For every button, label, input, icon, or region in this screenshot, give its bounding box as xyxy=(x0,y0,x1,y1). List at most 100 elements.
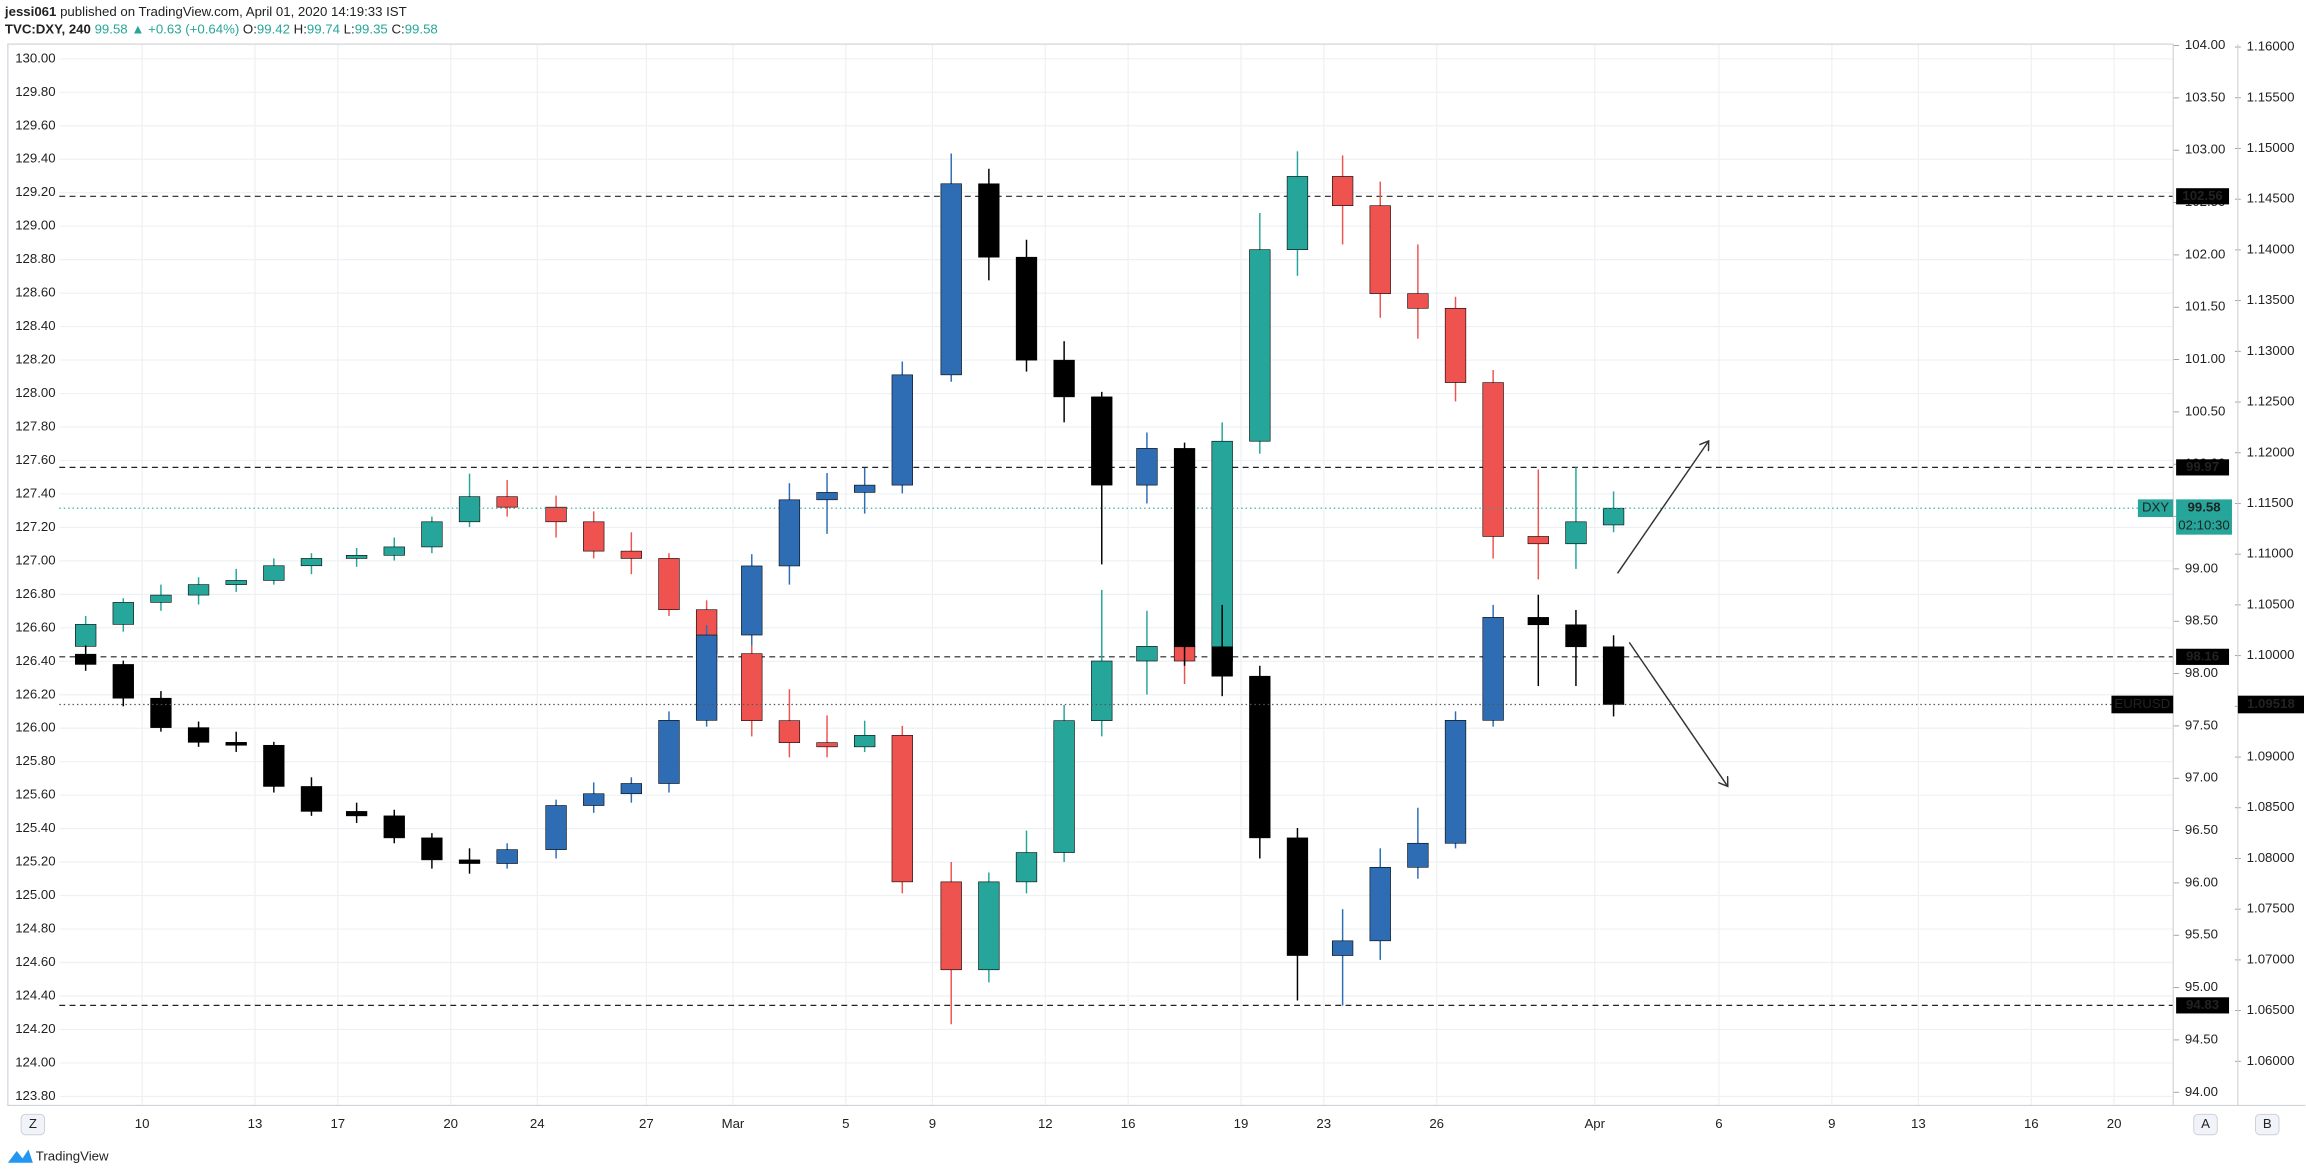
candle-body xyxy=(1015,852,1038,883)
price-tag xyxy=(2237,695,2305,714)
y-tick-label: 126.20 xyxy=(15,686,55,701)
arrow-up xyxy=(1616,441,1709,574)
y-tick-label: 98.00 xyxy=(2185,665,2218,680)
y-tick-label: 128.00 xyxy=(15,385,55,400)
y-tick-label: 126.40 xyxy=(15,653,55,668)
series-name: DXY xyxy=(2142,500,2169,515)
button-label[interactable]: Z xyxy=(29,1116,37,1131)
author: jessi061 xyxy=(4,3,56,18)
candle-body xyxy=(458,496,481,523)
candle-body xyxy=(1407,842,1429,868)
y-tick-label: 1.08000 xyxy=(2247,850,2295,865)
y-tick-label: 128.20 xyxy=(15,352,55,367)
price-label: 1.09518 xyxy=(2247,696,2295,711)
y-tick-label: 97.50 xyxy=(2185,717,2218,732)
y-tick-label: 127.00 xyxy=(15,552,55,567)
candle-body xyxy=(545,506,567,523)
candle-body xyxy=(695,634,718,721)
candle-body xyxy=(300,786,323,812)
y-tick-label: 129.60 xyxy=(15,117,55,132)
y-tick-label: 99.00 xyxy=(2185,560,2218,575)
candle-body xyxy=(940,183,962,376)
y-tick-label: 123.80 xyxy=(15,1088,55,1103)
candle-body xyxy=(1444,307,1467,383)
price-tags: 102.56 99.97 98.16 94.83 DXY 99.58 02:10:30 EUR… xyxy=(2111,188,2305,1014)
x-tick-label: 23 xyxy=(1316,1116,1331,1131)
y-tick-label: 1.13000 xyxy=(2247,343,2295,358)
countdown-tag xyxy=(2176,517,2232,535)
y-tick-label: 129.20 xyxy=(15,184,55,199)
candle-body xyxy=(1407,293,1429,309)
candle-body xyxy=(263,744,285,787)
candle-body xyxy=(383,815,405,839)
y-tick-label: 124.80 xyxy=(15,921,55,936)
y-tick-label: 124.60 xyxy=(15,954,55,969)
candle-body xyxy=(816,742,838,748)
button-label[interactable]: B xyxy=(2263,1116,2272,1131)
x-tick-label: 9 xyxy=(929,1116,936,1131)
x-tick-label: 24 xyxy=(530,1116,545,1131)
x-tick-label: Mar xyxy=(722,1116,745,1131)
candle-body xyxy=(1527,617,1549,626)
y-tick-label: 94.50 xyxy=(2185,1031,2218,1046)
level-label: 102.56 xyxy=(2182,188,2222,203)
ohlc-label: H: xyxy=(294,21,307,36)
candle-body xyxy=(1286,176,1309,250)
candle-body xyxy=(1369,866,1391,942)
candle-body xyxy=(891,374,913,486)
candle-body xyxy=(421,837,443,861)
x-tick-label: 5 xyxy=(842,1116,849,1131)
candle-body xyxy=(1369,205,1391,294)
y-tick-label: 127.20 xyxy=(15,519,55,534)
candle-body xyxy=(1331,176,1354,207)
candle-body xyxy=(150,697,172,728)
candle-body xyxy=(741,565,763,636)
x-tick-label: Apr xyxy=(1584,1116,1605,1131)
level-label: 99.97 xyxy=(2186,459,2219,474)
y-tick-label: 130.00 xyxy=(15,50,55,65)
y-tick-label: 128.40 xyxy=(15,318,55,333)
y-tick-label: 1.09000 xyxy=(2247,749,2295,764)
published: published on TradingView.com, April 01, … xyxy=(60,3,407,18)
candle-body xyxy=(458,859,481,864)
candle-body xyxy=(978,881,1000,971)
candle-body xyxy=(1565,521,1587,545)
candle-body xyxy=(496,496,518,508)
y-tick-label: 97.00 xyxy=(2185,770,2218,785)
x-tick-label: 10 xyxy=(135,1116,150,1131)
ohlc-label: L: xyxy=(344,21,355,36)
y-tick-label: 1.14000 xyxy=(2247,241,2295,256)
y-tick-label: 1.06500 xyxy=(2247,1002,2295,1017)
price-tag xyxy=(2176,499,2232,518)
candle-body xyxy=(1053,720,1075,853)
button-label[interactable]: A xyxy=(2201,1116,2210,1131)
y-tick-label: 101.50 xyxy=(2185,299,2225,314)
y-tick-label: 126.00 xyxy=(15,720,55,735)
y-tick-label: 95.50 xyxy=(2185,927,2218,942)
candle-body xyxy=(187,584,210,596)
ohlc-label: C: xyxy=(391,21,404,36)
level-tag xyxy=(2176,997,2230,1014)
series-name: EURUSD xyxy=(2114,696,2170,711)
y-tick-label: 129.40 xyxy=(15,151,55,166)
y-tick-label: 128.60 xyxy=(15,285,55,300)
y-tick-label: 124.40 xyxy=(15,987,55,1002)
y-tick-label: 124.20 xyxy=(15,1021,55,1036)
candle-body xyxy=(620,783,642,795)
y-tick-label: 1.06000 xyxy=(2247,1053,2295,1068)
button[interactable] xyxy=(2193,1113,2218,1136)
x-tick-label: 12 xyxy=(1038,1116,1053,1131)
x-tick-label: 9 xyxy=(1828,1116,1835,1131)
button[interactable] xyxy=(2255,1113,2280,1136)
last-price: 99.58 xyxy=(95,21,128,36)
y-tick-label: 103.50 xyxy=(2185,89,2225,104)
x-tick-label: 19 xyxy=(1234,1116,1249,1131)
y-tick-label: 126.80 xyxy=(15,586,55,601)
y-tick-label: 1.12000 xyxy=(2247,444,2295,459)
candle-body xyxy=(978,183,1000,258)
ohlc-value: 99.42 xyxy=(257,21,290,36)
y-tick-label: 102.00 xyxy=(2185,246,2225,261)
y-tick-label: 103.00 xyxy=(2185,142,2225,157)
button[interactable] xyxy=(20,1113,46,1136)
